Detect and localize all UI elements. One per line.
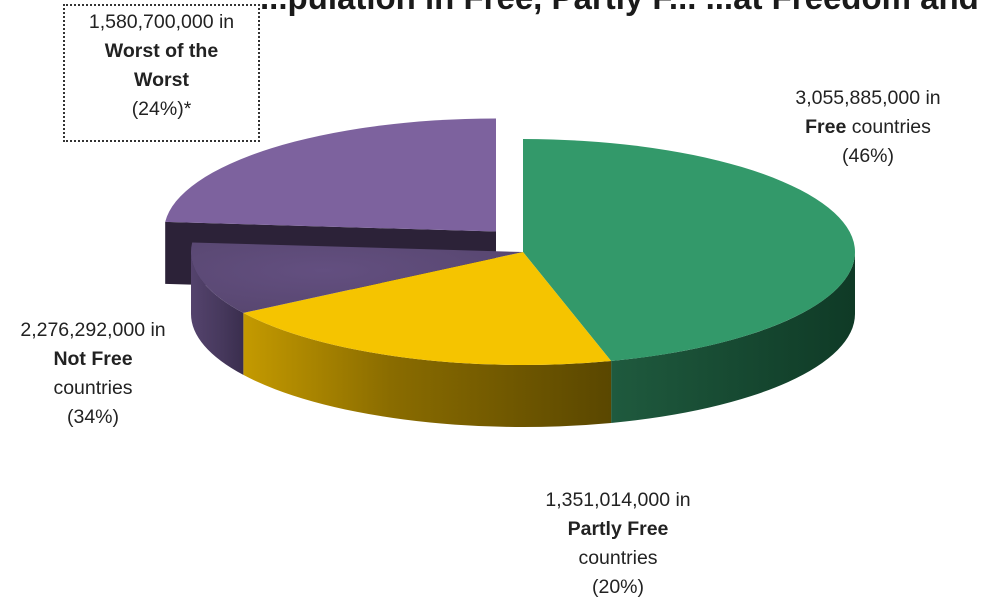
slice-label-partly: 1,351,014,000 in Partly Free countries (… xyxy=(518,486,718,602)
slice-notfree-top xyxy=(191,242,523,313)
slice-label-notfree-category: Not Free xyxy=(53,348,133,370)
slice-free-top xyxy=(523,139,856,361)
slice-label-partly-percent: (20%) xyxy=(591,576,645,598)
slice-label-free-value: 3,055,885,000 in xyxy=(795,87,941,109)
slice-label-free: 3,055,885,000 in Free countries (46%) xyxy=(768,84,968,171)
slice-label-worst-category-1: Worst of the xyxy=(104,40,219,62)
slice-label-notfree-value: 2,276,292,000 in xyxy=(20,319,166,341)
slice-label-free-percent: (46%) xyxy=(841,145,895,167)
slice-label-partly-suffix: countries xyxy=(578,547,658,569)
slice-label-partly-category: Partly Free xyxy=(567,518,669,540)
slice-worst-top xyxy=(165,118,496,232)
slice-notfree-side xyxy=(191,252,244,375)
slice-label-worst-category-2: Worst xyxy=(134,69,189,91)
slice-label-notfree: 2,276,292,000 in Not Free countries (34%… xyxy=(2,316,184,432)
chart-title: ...pulation in Free, Partly F... ...at F… xyxy=(260,0,987,17)
slice-partly-side xyxy=(243,312,612,427)
slice-label-worst: 1,580,700,000 in Worst of the Worst (24%… xyxy=(63,4,260,142)
slice-free-side xyxy=(611,252,855,423)
slice-label-partly-value: 1,351,014,000 in xyxy=(545,489,691,511)
slice-label-worst-percent: (24%)* xyxy=(131,98,192,120)
slice-label-worst-value: 1,580,700,000 in xyxy=(88,11,235,33)
slice-partly-top xyxy=(243,252,612,365)
slice-label-free-category: Free xyxy=(805,116,847,138)
slice-label-free-suffix: countries xyxy=(851,116,931,138)
slice-label-notfree-suffix: countries xyxy=(53,377,133,399)
chart-title-text: ...pulation in Free, Partly F... ...at F… xyxy=(260,0,987,16)
slice-label-notfree-percent: (34%) xyxy=(66,406,120,428)
